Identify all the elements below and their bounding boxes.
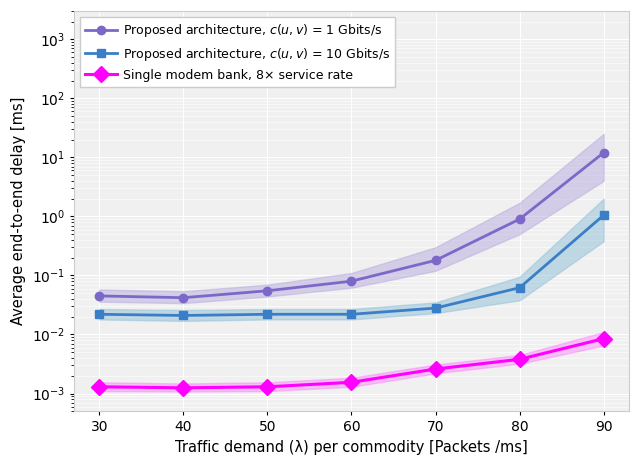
- Single modem bank, 8× service rate: [179, 385, 187, 391]
- Proposed architecture, $c(u, v)$ = 1 Gbits/s: [600, 150, 607, 156]
- Proposed architecture, $c(u, v)$ = 1 Gbits/s: [348, 278, 355, 284]
- Single modem bank, 8× service rate: [600, 336, 607, 342]
- Proposed architecture, $c(u, v)$ = 10 Gbits/s: [95, 311, 103, 317]
- Proposed architecture, $c(u, v)$ = 1 Gbits/s: [516, 216, 524, 222]
- Single modem bank, 8× service rate: [431, 366, 439, 372]
- Legend: Proposed architecture, $c(u, v)$ = 1 Gbits/s, Proposed architecture, $c(u, v)$ =: Proposed architecture, $c(u, v)$ = 1 Gbi…: [80, 17, 396, 87]
- Single modem bank, 8× service rate: [264, 384, 271, 390]
- Proposed architecture, $c(u, v)$ = 1 Gbits/s: [431, 258, 439, 263]
- Proposed architecture, $c(u, v)$ = 10 Gbits/s: [516, 285, 524, 290]
- Proposed architecture, $c(u, v)$ = 1 Gbits/s: [179, 295, 187, 301]
- Proposed architecture, $c(u, v)$ = 10 Gbits/s: [179, 313, 187, 318]
- Single modem bank, 8× service rate: [348, 379, 355, 385]
- Proposed architecture, $c(u, v)$ = 1 Gbits/s: [95, 293, 103, 299]
- Line: Single modem bank, 8× service rate: Single modem bank, 8× service rate: [93, 333, 609, 393]
- Single modem bank, 8× service rate: [516, 356, 524, 362]
- X-axis label: Traffic demand (λ) per commodity [Packets /ms]: Traffic demand (λ) per commodity [Packet…: [175, 440, 528, 455]
- Proposed architecture, $c(u, v)$ = 10 Gbits/s: [600, 212, 607, 218]
- Proposed architecture, $c(u, v)$ = 10 Gbits/s: [264, 311, 271, 317]
- Proposed architecture, $c(u, v)$ = 1 Gbits/s: [264, 288, 271, 294]
- Line: Proposed architecture, $c(u, v)$ = 10 Gbits/s: Proposed architecture, $c(u, v)$ = 10 Gb…: [95, 211, 608, 320]
- Proposed architecture, $c(u, v)$ = 10 Gbits/s: [431, 305, 439, 311]
- Single modem bank, 8× service rate: [95, 384, 103, 390]
- Line: Proposed architecture, $c(u, v)$ = 1 Gbits/s: Proposed architecture, $c(u, v)$ = 1 Gbi…: [95, 149, 608, 302]
- Y-axis label: Average end-to-end delay [ms]: Average end-to-end delay [ms]: [11, 97, 26, 325]
- Proposed architecture, $c(u, v)$ = 10 Gbits/s: [348, 311, 355, 317]
